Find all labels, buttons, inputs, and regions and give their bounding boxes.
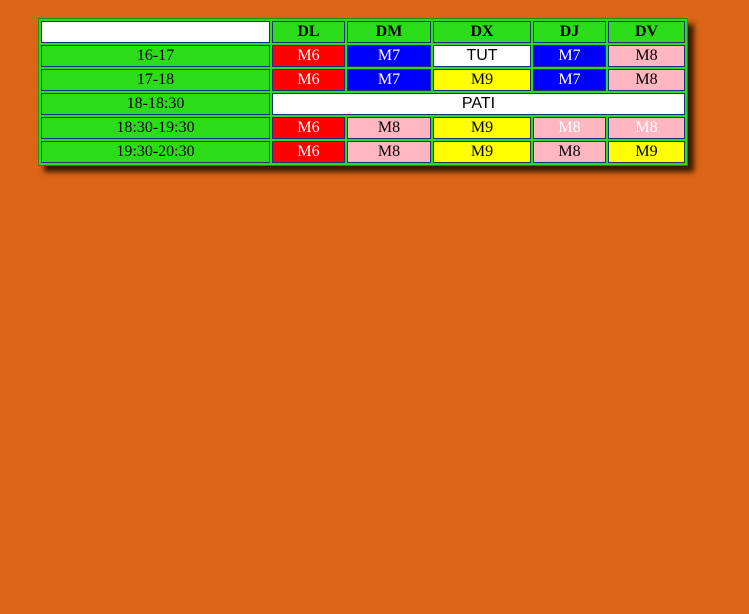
class-cell-dl: M6 <box>272 69 345 91</box>
class-cell-dj: M7 <box>533 45 606 67</box>
class-cell-dl: M6 <box>272 141 345 163</box>
header-row: DL DM DX DJ DV <box>41 21 685 43</box>
time-slot-cell: 17-18 <box>41 69 270 91</box>
time-slot-cell: 18:30-19:30 <box>41 117 270 139</box>
class-cell-dv: M9 <box>608 141 685 163</box>
day-header-dm: DM <box>347 21 431 43</box>
schedule-table: DL DM DX DJ DV 16-17 M6 M7 TUT M7 M8 17-18 M6 M7… <box>38 18 688 166</box>
time-slot-cell: 19:30-20:30 <box>41 141 270 163</box>
schedule-container: DL DM DX DJ DV 16-17 M6 M7 TUT M7 M8 17-18 M6 M7… <box>38 18 688 166</box>
class-cell-dm: M8 <box>347 117 431 139</box>
time-slot-cell: 18-18:30 <box>41 93 270 115</box>
class-cell-dl: M6 <box>272 45 345 67</box>
class-cell-dx: M9 <box>433 69 531 91</box>
day-header-dj: DJ <box>533 21 606 43</box>
class-cell-dv: M8 <box>608 45 685 67</box>
table-row: 16-17 M6 M7 TUT M7 M8 <box>41 45 685 67</box>
table-row: 18-18:30 PATI <box>41 93 685 115</box>
table-row: 19:30-20:30 M6 M8 M9 M8 M9 <box>41 141 685 163</box>
table-row: 18:30-19:30 M6 M8 M9 M8 M8 <box>41 117 685 139</box>
class-cell-dm: M7 <box>347 69 431 91</box>
class-cell-dj: M8 <box>533 141 606 163</box>
day-header-dv: DV <box>608 21 685 43</box>
class-cell-dl: M6 <box>272 117 345 139</box>
time-slot-cell: 16-17 <box>41 45 270 67</box>
schedule-body: 16-17 M6 M7 TUT M7 M8 17-18 M6 M7 M9 M7 M8 18-18:30 P… <box>41 45 685 163</box>
class-cell-dv: M8 <box>608 69 685 91</box>
class-cell-dx: M9 <box>433 117 531 139</box>
day-header-dx: DX <box>433 21 531 43</box>
class-cell-dm: M8 <box>347 141 431 163</box>
class-cell-dj: M8 <box>533 117 606 139</box>
break-cell: PATI <box>272 93 685 115</box>
day-header-dl: DL <box>272 21 345 43</box>
table-row: 17-18 M6 M7 M9 M7 M8 <box>41 69 685 91</box>
class-cell-dx: TUT <box>433 45 531 67</box>
class-cell-dm: M7 <box>347 45 431 67</box>
corner-cell <box>41 21 270 43</box>
class-cell-dj: M7 <box>533 69 606 91</box>
class-cell-dv: M8 <box>608 117 685 139</box>
class-cell-dx: M9 <box>433 141 531 163</box>
